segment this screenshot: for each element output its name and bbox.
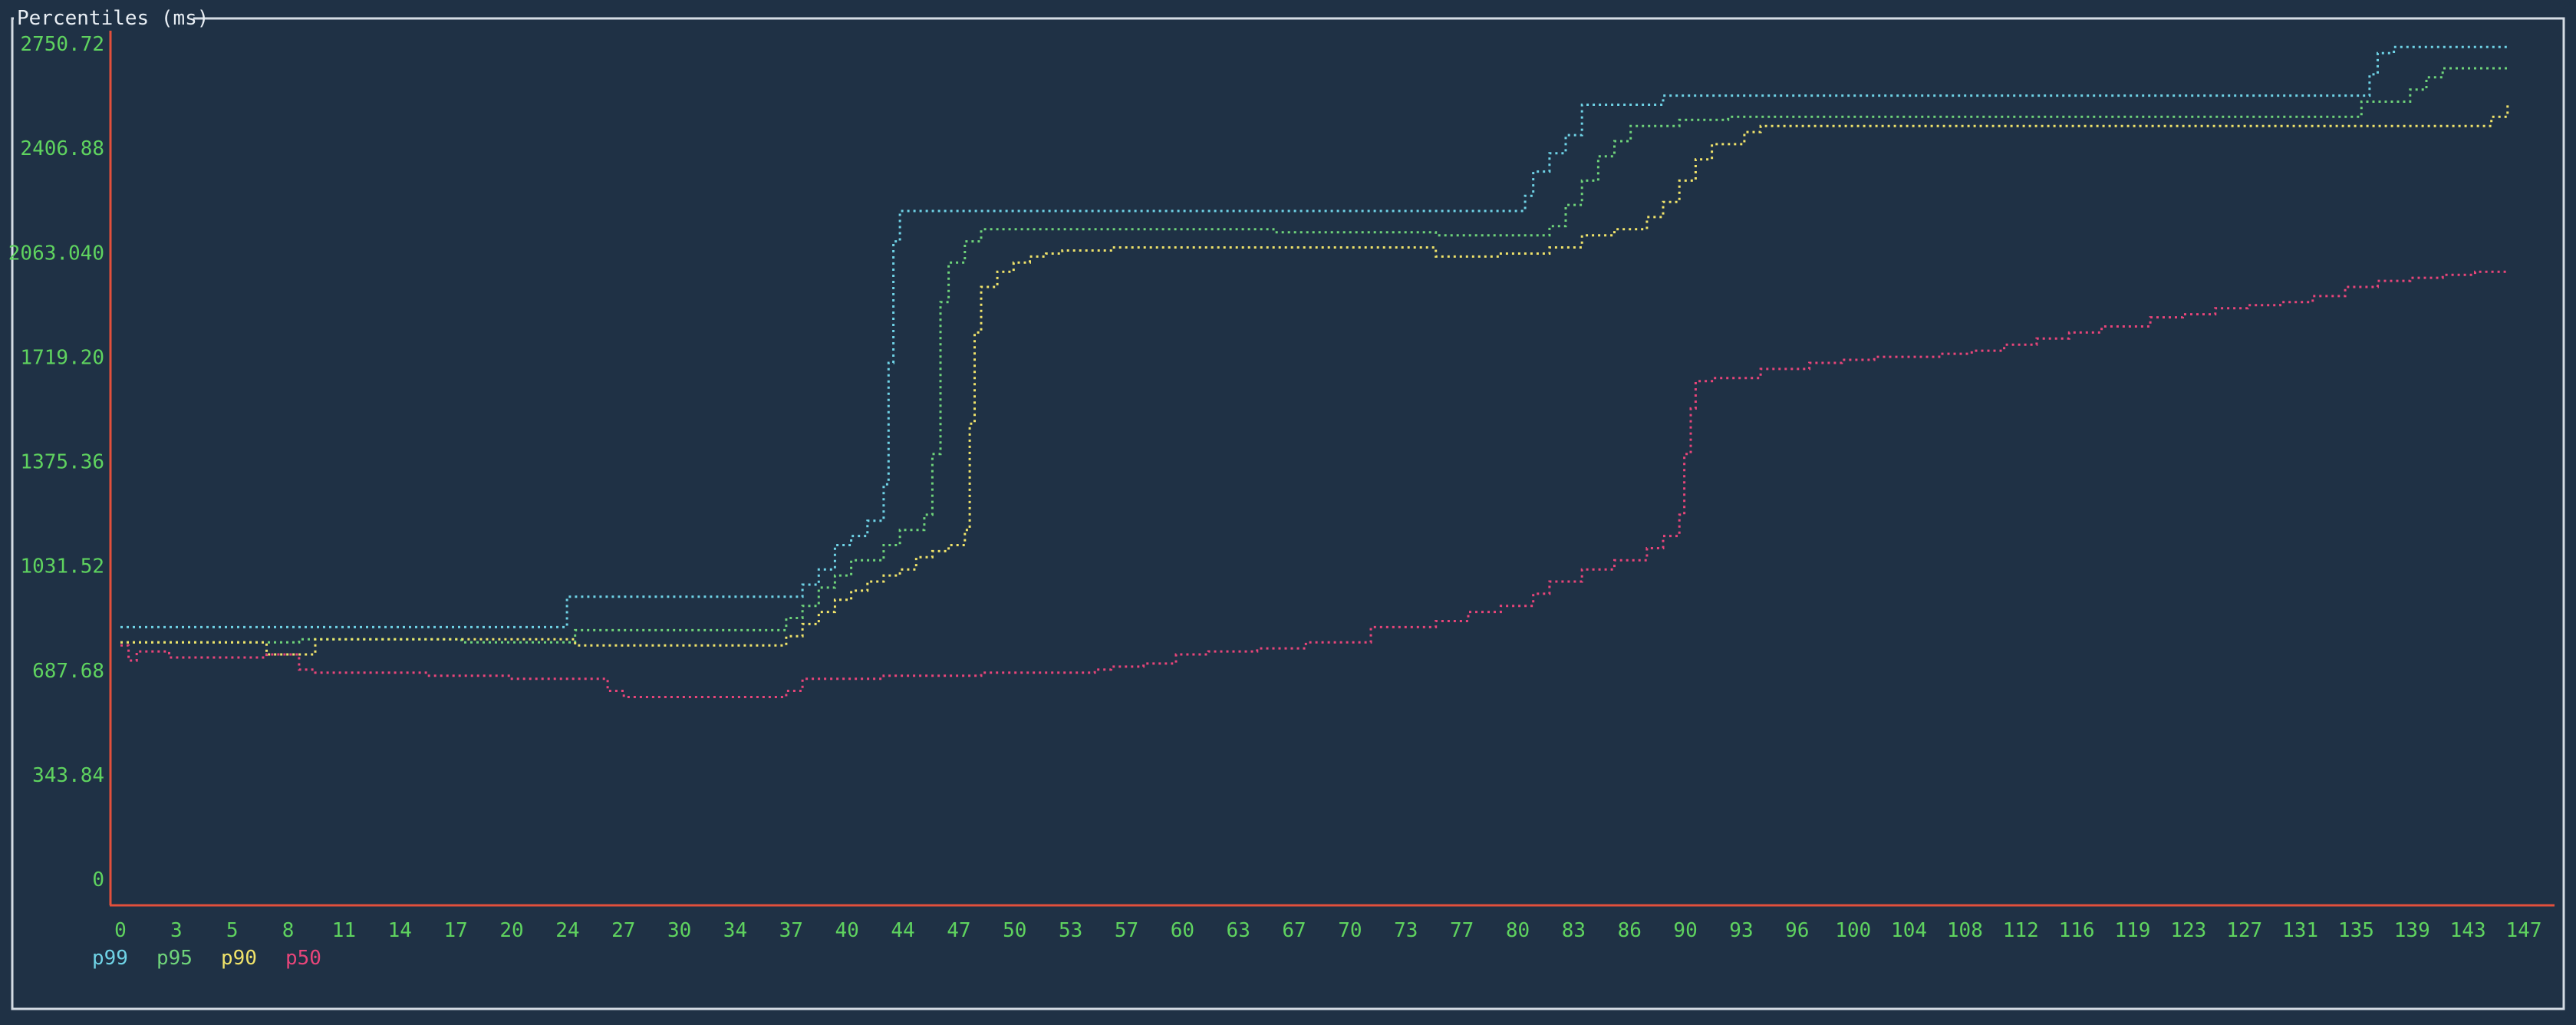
series-line-p50 (120, 270, 2508, 698)
y-tick-label: 1031.52 (20, 555, 104, 578)
x-tick-label: 47 (947, 919, 970, 942)
x-tick-label: 53 (1059, 919, 1082, 942)
y-tick-label: 687.68 (32, 660, 104, 683)
x-tick-label: 14 (388, 919, 412, 942)
y-tick-label: 2063.040 (8, 242, 104, 265)
x-tick-label: 135 (2338, 919, 2374, 942)
x-tick-label: 57 (1115, 919, 1138, 942)
x-tick-label: 86 (1618, 919, 1642, 942)
panel-frame (11, 17, 2565, 1010)
legend-item-p90: p90 (221, 947, 257, 970)
x-tick-label: 147 (2506, 919, 2542, 942)
x-tick-label: 67 (1282, 919, 1306, 942)
y-tick-label: 2750.72 (20, 33, 104, 56)
y-axis-tick-labels: 0 343.84 687.68 1031.52 1375.36 1719.20 2063.0… (8, 33, 104, 892)
x-tick-label: 119 (2114, 919, 2150, 942)
x-tick-label: 96 (1785, 919, 1809, 942)
x-tick-label: 123 (2170, 919, 2206, 942)
x-tick-label: 44 (891, 919, 914, 942)
x-tick-label: 3 (170, 919, 183, 942)
x-tick-label: 93 (1729, 919, 1753, 942)
x-tick-label: 116 (2059, 919, 2095, 942)
x-tick-label: 139 (2394, 919, 2430, 942)
x-tick-label: 80 (1506, 919, 1530, 942)
y-tick-label: 343.84 (32, 764, 104, 787)
x-tick-label: 37 (779, 919, 803, 942)
series-line-p90 (120, 104, 2509, 656)
x-axis-tick-labels: 0 3 5 8 11 14 17 20 24 27 30 34 37 40 44 47 50 53 57 60 63 67… (114, 919, 2541, 942)
legend-item-p50: p50 (285, 947, 321, 970)
x-tick-label: 5 (226, 919, 239, 942)
y-tick-label: 1375.36 (20, 451, 104, 474)
x-tick-label: 127 (2226, 919, 2262, 942)
y-tick-label: 2406.88 (20, 137, 104, 160)
x-tick-label: 112 (2003, 919, 2039, 942)
x-tick-label: 131 (2282, 919, 2318, 942)
x-tick-label: 108 (1947, 919, 1983, 942)
y-tick-label: 1719.20 (20, 346, 104, 369)
x-tick-label: 77 (1450, 919, 1474, 942)
x-tick-label: 90 (1673, 919, 1697, 942)
x-tick-label: 0 (114, 919, 127, 942)
x-tick-label: 40 (835, 919, 859, 942)
x-tick-label: 17 (444, 919, 468, 942)
x-tick-label: 24 (555, 919, 579, 942)
panel-title-background (14, 6, 193, 32)
x-tick-label: 27 (611, 919, 635, 942)
x-tick-label: 50 (1003, 919, 1026, 942)
legend: p99 p95 p90 p50 (92, 947, 321, 970)
x-tick-label: 34 (723, 919, 747, 942)
series-line-p99 (120, 44, 2509, 628)
x-tick-label: 63 (1227, 919, 1250, 942)
x-tick-label: 104 (1891, 919, 1927, 942)
x-tick-label: 83 (1562, 919, 1586, 942)
x-tick-label: 70 (1338, 919, 1362, 942)
x-tick-label: 20 (499, 919, 523, 942)
x-tick-label: 60 (1171, 919, 1194, 942)
x-tick-label: 30 (667, 919, 691, 942)
series-layer (120, 44, 2509, 698)
x-tick-label: 73 (1394, 919, 1418, 942)
x-tick-label: 143 (2450, 919, 2486, 942)
x-tick-label: 8 (282, 919, 295, 942)
legend-item-p99: p99 (92, 947, 128, 970)
series-line-p95 (120, 67, 2508, 644)
x-tick-label: 11 (332, 919, 356, 942)
panel-title: Percentiles (ms) (17, 7, 209, 30)
legend-item-p95: p95 (156, 947, 193, 970)
y-tick-label: 0 (92, 868, 104, 892)
x-tick-label: 100 (1835, 919, 1871, 942)
